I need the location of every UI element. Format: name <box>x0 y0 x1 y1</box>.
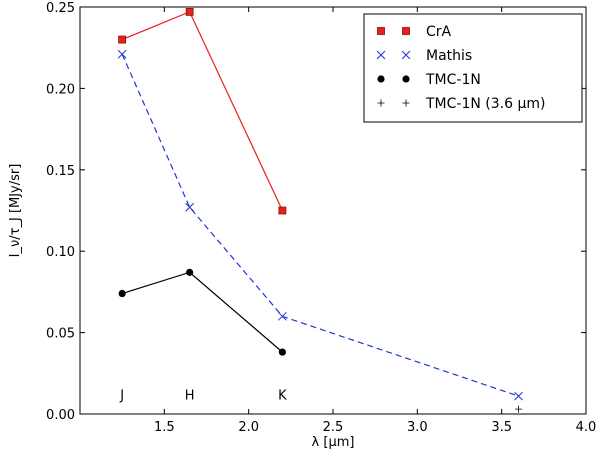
series-tmc-1n-point <box>186 268 194 276</box>
y-tick-label: 0.15 <box>46 164 75 179</box>
series-mathis-point <box>514 391 523 401</box>
x-tick-label: 2.0 <box>238 420 259 435</box>
series-tmc-1n-3-6-m-point <box>515 405 523 413</box>
y-tick-label: 0.25 <box>46 1 75 16</box>
series-cra <box>118 7 287 215</box>
y-tick-label: 0.00 <box>46 408 75 423</box>
legend-entry-tmc-1n-3-6-m-marker <box>377 99 385 107</box>
legend-entry-cra-marker <box>377 27 385 35</box>
legend-entry-tmc-1n: TMC-1N <box>377 72 481 88</box>
x-tick-label: 3.5 <box>491 420 512 435</box>
band-label-k: K <box>278 388 287 403</box>
x-tick-label: 3.0 <box>407 420 428 435</box>
series-cra-point <box>118 35 127 44</box>
axis-ticks: 1.5 2.0 2.5 3.0 3.5 4.0 0.00 0.05 0.10 0.15 0.20 0.… <box>46 1 596 435</box>
x-tick-label: 1.5 <box>154 420 175 435</box>
legend-entry-cra: CrA <box>377 24 452 40</box>
series-cra-point <box>278 206 287 215</box>
series-tmc-1n-3-6-m <box>515 405 523 413</box>
series-tmc-1n <box>118 268 286 356</box>
legend-entry-tmc-1n-3-6-m-marker <box>402 99 410 107</box>
series-cra-line <box>121 11 283 211</box>
legend-entry-tmc-1n-3-6-m: TMC-1N (3.6 μm) <box>377 96 545 112</box>
legend-entry-mathis-marker <box>401 50 411 60</box>
axis-labels: λ [μm] I_ν/τ_J [MJy/sr] <box>8 164 354 450</box>
legend-entry-mathis-marker <box>376 50 386 60</box>
legend-entry-tmc-1n-marker <box>377 75 385 83</box>
y-tick-label: 0.20 <box>46 82 75 97</box>
legend-box <box>363 13 583 123</box>
legend-entry-cra-marker <box>402 27 410 35</box>
series-mathis-point <box>117 49 127 59</box>
series-tmc-1n-point <box>278 348 286 356</box>
series-mathis <box>117 49 523 401</box>
band-label-j: J <box>119 388 124 403</box>
legend-entry-tmc-1n-marker <box>402 75 410 83</box>
series-tmc-1n-line <box>121 271 283 353</box>
series-cra-point <box>185 7 194 16</box>
y-axis-label: I_ν/τ_J [MJy/sr] <box>8 164 23 258</box>
legend-entry-tmc-1n-label: TMC-1N <box>425 72 481 88</box>
legend-entry-mathis: Mathis <box>376 48 472 64</box>
x-tick-label: 2.5 <box>323 420 344 435</box>
band-label-h: H <box>185 388 195 403</box>
y-tick-label: 0.05 <box>46 327 75 342</box>
legend-entry-tmc-1n-3-6-m-label: TMC-1N (3.6 μm) <box>425 96 545 112</box>
series-mathis-point <box>185 202 194 212</box>
legend-entry-mathis-label: Mathis <box>426 48 472 64</box>
series-tmc-1n-point <box>118 289 126 298</box>
legend: CrA Mathis TMC-1N TMC-1N (3.6 μm) <box>363 13 583 123</box>
series-mathis-line <box>121 53 519 397</box>
legend-entry-cra-label: CrA <box>426 24 452 40</box>
series-mathis-point <box>278 311 287 321</box>
x-tick-label: 4.0 <box>576 420 597 435</box>
y-tick-label: 0.10 <box>46 245 75 260</box>
x-axis-label: λ [μm] <box>312 435 355 450</box>
